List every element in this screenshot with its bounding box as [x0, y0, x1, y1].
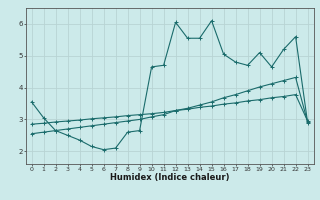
X-axis label: Humidex (Indice chaleur): Humidex (Indice chaleur) — [110, 173, 229, 182]
